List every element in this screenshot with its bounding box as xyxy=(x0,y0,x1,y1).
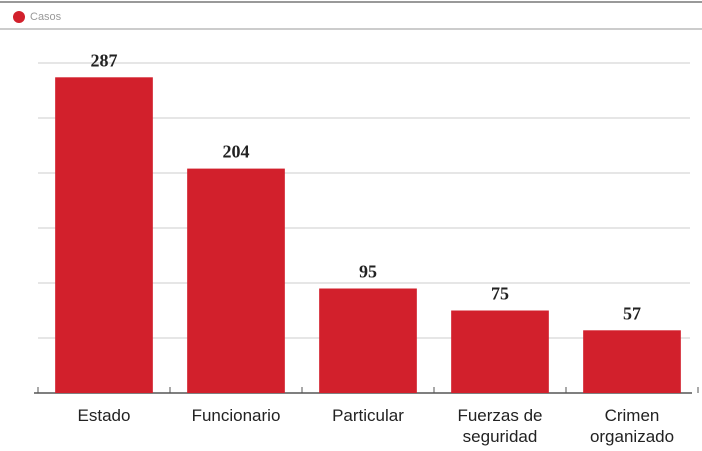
x-tick-label: Fuerzas de seguridad xyxy=(457,406,543,446)
bar xyxy=(451,310,549,393)
value-label: 287 xyxy=(91,50,118,70)
x-tick-label: Estado xyxy=(77,406,131,425)
value-label: 57 xyxy=(623,303,641,323)
x-tick-label: Particular xyxy=(332,406,404,425)
x-tick-label: Funcionario xyxy=(191,406,281,425)
value-label: 75 xyxy=(491,284,509,304)
legend-label: Casos xyxy=(30,11,62,23)
bar xyxy=(187,168,285,393)
bar xyxy=(319,288,417,393)
x-tick-label: Crimen organizado xyxy=(589,406,675,446)
bar xyxy=(55,77,153,394)
bar xyxy=(583,330,681,393)
value-label: 95 xyxy=(359,262,377,282)
value-label: 204 xyxy=(223,142,250,162)
legend-swatch xyxy=(13,11,25,23)
